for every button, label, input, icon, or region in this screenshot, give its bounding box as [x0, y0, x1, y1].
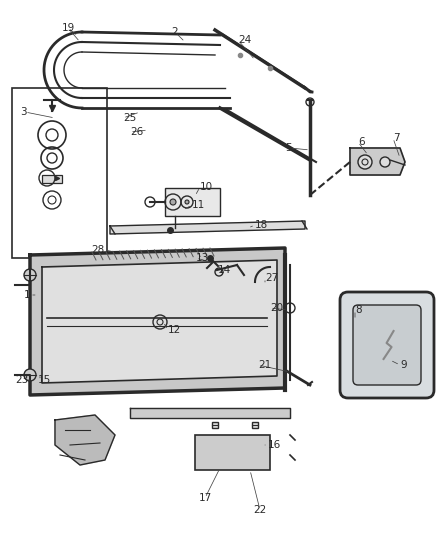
Text: 25: 25 — [123, 113, 136, 123]
Bar — [195, 435, 270, 470]
Bar — [42, 175, 62, 183]
Text: 21: 21 — [258, 360, 271, 370]
Text: 6: 6 — [358, 137, 364, 147]
Text: 10: 10 — [200, 182, 213, 192]
Text: 19: 19 — [61, 23, 74, 33]
FancyBboxPatch shape — [353, 305, 421, 385]
Polygon shape — [30, 248, 285, 395]
Text: 2: 2 — [172, 27, 178, 37]
Text: 17: 17 — [198, 493, 212, 503]
Text: 9: 9 — [400, 360, 406, 370]
Polygon shape — [130, 408, 290, 418]
Text: 1: 1 — [23, 290, 30, 300]
Text: 27: 27 — [265, 273, 278, 283]
FancyBboxPatch shape — [340, 292, 434, 398]
Text: 20: 20 — [270, 303, 283, 313]
Polygon shape — [350, 148, 405, 175]
Circle shape — [185, 200, 189, 204]
Text: 11: 11 — [192, 200, 205, 210]
Circle shape — [24, 369, 36, 381]
Text: 12: 12 — [168, 325, 181, 335]
Circle shape — [380, 157, 390, 167]
Text: 14: 14 — [218, 265, 231, 275]
Circle shape — [24, 269, 36, 281]
Text: 5: 5 — [285, 143, 292, 153]
Text: 22: 22 — [253, 505, 267, 515]
Text: 24: 24 — [238, 35, 251, 45]
Polygon shape — [42, 260, 277, 383]
Text: 13: 13 — [196, 253, 209, 263]
Text: 8: 8 — [355, 305, 362, 315]
Text: 16: 16 — [268, 440, 281, 450]
Text: 3: 3 — [20, 107, 27, 117]
Text: 7: 7 — [393, 133, 399, 143]
Bar — [165, 188, 220, 216]
Polygon shape — [110, 221, 305, 234]
Text: 26: 26 — [130, 127, 143, 137]
Circle shape — [170, 199, 176, 205]
Bar — [12, 88, 107, 258]
Text: 18: 18 — [255, 220, 268, 230]
Text: 23: 23 — [15, 375, 28, 385]
Text: 15: 15 — [38, 375, 51, 385]
Circle shape — [358, 155, 372, 169]
Polygon shape — [55, 415, 115, 465]
Text: 28: 28 — [92, 245, 105, 255]
